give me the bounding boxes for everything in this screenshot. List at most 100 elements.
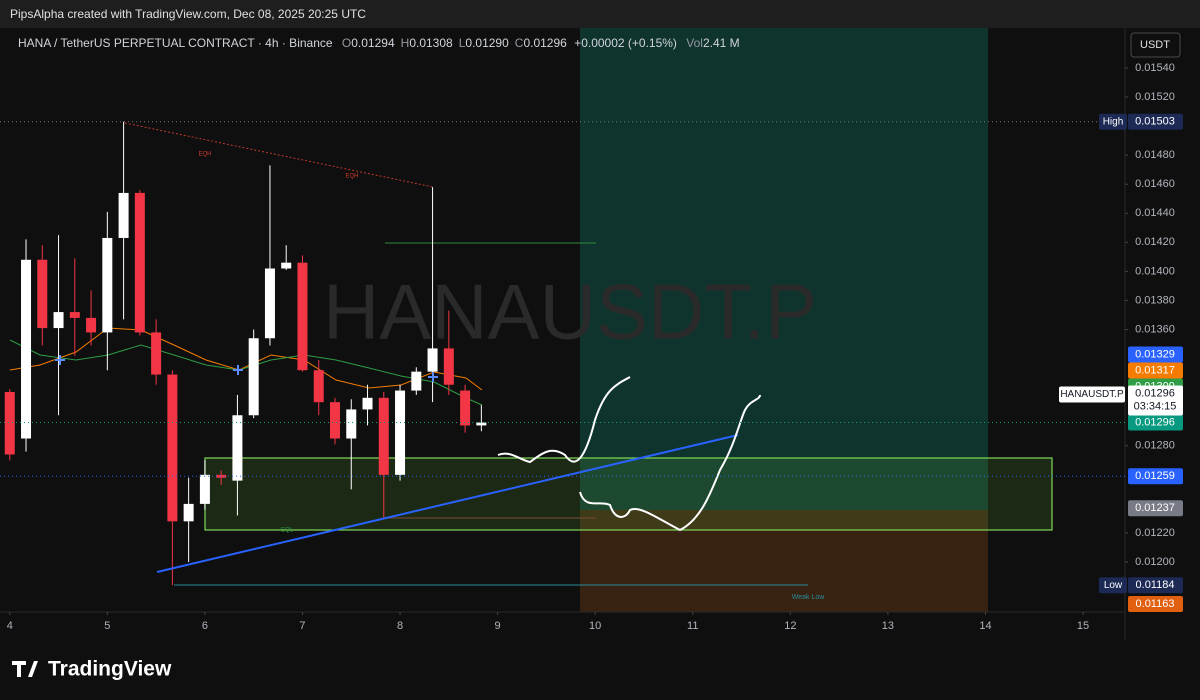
candle-body (313, 370, 324, 403)
y-tick-label: 0.01400 (1135, 265, 1175, 277)
annotation: EQL (281, 528, 294, 534)
y-tick-label: 0.01220 (1135, 527, 1175, 539)
y-tick-label: 0.01360 (1135, 323, 1175, 335)
symbol-name: HANAUSDT.P (1060, 389, 1124, 400)
stop-zone (580, 510, 988, 612)
y-tick-label: 0.01440 (1135, 207, 1175, 219)
credit: PipsAlpha created with TradingView.com, … (10, 7, 366, 21)
candle-body (460, 390, 471, 426)
x-tick-label: 12 (784, 620, 796, 632)
candle-body (395, 390, 406, 475)
candle-body (329, 402, 340, 439)
ohlc-label: H (400, 36, 410, 50)
y-tick-label: 0.01540 (1135, 62, 1175, 74)
ohlc: O0.01294 H0.01308 L0.01290 C0.01296 (336, 36, 567, 50)
logo-icon (12, 661, 38, 677)
brand: TradingView (48, 658, 172, 681)
candle-body (53, 312, 64, 329)
y-tick-label: 0.01380 (1135, 294, 1175, 306)
x-tick-label: 15 (1077, 620, 1089, 632)
price-badge-label: 0.01503 (1135, 116, 1175, 128)
symbol-name-box (1059, 386, 1125, 403)
candle-body (216, 474, 227, 478)
x-tick-label: 11 (687, 620, 698, 632)
candle-body (248, 338, 259, 416)
x-tick-label: 8 (397, 620, 403, 632)
ohlc-label: O (341, 36, 352, 50)
candle-body (4, 392, 15, 455)
watermark: HANAUSDT.P (323, 268, 817, 356)
ohlc-value: 0.01296 (523, 36, 567, 50)
y-tick-label: 0.01420 (1135, 236, 1175, 248)
x-tick-label: 7 (299, 620, 305, 632)
candle-body (102, 237, 113, 333)
price-badge (1128, 577, 1183, 594)
price-badge (1128, 113, 1183, 130)
candle-body (118, 192, 129, 238)
candle-body (281, 262, 292, 269)
badge-name-box (1099, 577, 1127, 594)
y-tick-label: 0.01520 (1135, 91, 1175, 103)
markers (55, 355, 438, 382)
price-badge (1128, 362, 1183, 379)
x-tick-label: 5 (104, 620, 110, 632)
candle-body (37, 259, 48, 329)
logo: TradingView (12, 658, 172, 681)
hand-drawing (579, 394, 761, 532)
candle-body (183, 503, 194, 522)
x-tick-label: 6 (202, 620, 208, 632)
symbol-price: 0.01296 (1135, 387, 1175, 399)
candles (4, 121, 487, 586)
badge-name-box (1099, 113, 1127, 130)
ohlc-value: 0.01294 (351, 36, 395, 50)
symbol: HANA / TetherUS PERPETUAL CONTRACT · 4h … (18, 36, 333, 50)
price-badge (1128, 500, 1183, 517)
ohlc-value: 0.01290 (465, 36, 509, 50)
ohlc-value: 0.01308 (409, 36, 453, 50)
countdown: 03:34:15 (1134, 400, 1177, 412)
candle-body (264, 268, 275, 339)
candle-body (134, 192, 145, 333)
candle-body (199, 474, 210, 504)
price-badge-label: 0.01317 (1135, 364, 1175, 376)
candle-body (476, 422, 487, 426)
x-tick-label: 9 (495, 620, 501, 632)
ohlc-label: C (514, 36, 524, 50)
volume-label: Vol (686, 36, 703, 50)
annotation: EQH (198, 152, 211, 158)
x-tick-label: 4 (7, 620, 13, 632)
price-badge-label: 0.01329 (1135, 348, 1175, 360)
candle-body (151, 332, 162, 375)
y-tick-label: 0.01460 (1135, 178, 1175, 190)
candle-body (69, 312, 80, 318)
x-tick-label: 14 (979, 620, 991, 632)
candle-body (443, 348, 454, 385)
cross-marker (55, 355, 438, 382)
price-badge-label: 0.01163 (1136, 598, 1175, 610)
x-tick-label: 13 (882, 620, 894, 632)
annotation: Weak Low (792, 594, 825, 601)
price-badge (1128, 414, 1183, 431)
price-badge-label: 0.01296 (1135, 416, 1175, 428)
price-badge (1128, 596, 1183, 612)
trendline (156, 434, 739, 573)
price-badge-label: 0.01237 (1135, 502, 1175, 514)
candle-body (167, 374, 178, 522)
candle-body (427, 348, 438, 372)
change: +0.00002 (+0.15%) (574, 36, 677, 50)
demand-box (204, 457, 1053, 531)
y-tick-label: 0.01200 (1135, 556, 1175, 568)
ohlc-label: L (458, 36, 466, 50)
currency-box[interactable] (1130, 32, 1181, 58)
hand-drawing (497, 376, 631, 464)
candle-body (346, 409, 357, 439)
price-badge (1128, 346, 1183, 363)
price-badge-label: 0.01259 (1135, 470, 1175, 482)
x-tick-label: 10 (589, 620, 601, 632)
y-tick-label: 0.01280 (1135, 440, 1175, 452)
candle-body (362, 397, 373, 410)
candle-body (232, 415, 243, 481)
candle-body (21, 259, 32, 439)
y-tick-label: 0.01480 (1135, 149, 1175, 161)
